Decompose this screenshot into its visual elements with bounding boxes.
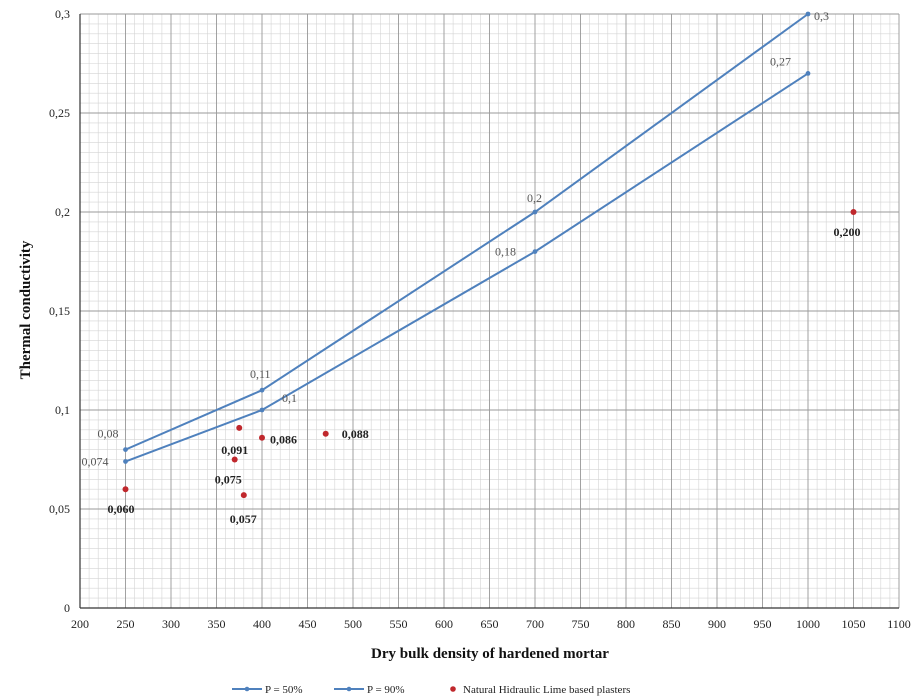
scatter-point: [122, 486, 129, 493]
y-tick-label: 0,25: [49, 106, 70, 120]
x-tick-label: 300: [162, 617, 180, 631]
series-0-point: [123, 447, 128, 452]
x-tick-label: 1100: [887, 617, 911, 631]
legend-label-p50: P = 50%: [265, 684, 303, 696]
data-labels: 0,08 0,11 0,2 0,3 0,074 0,1 0,18 0,27 0,060 0,075…: [82, 9, 861, 526]
point-data-label: 0,088: [342, 427, 369, 441]
y-tick-label: 0,05: [49, 502, 70, 516]
x-tick-label: 850: [663, 617, 681, 631]
point-data-label: 0,086: [270, 433, 297, 447]
x-tick-label: 450: [299, 617, 317, 631]
legend-marker-nhl: [450, 686, 456, 692]
legend-marker-p50: [244, 686, 250, 692]
x-tick-label: 250: [117, 617, 135, 631]
legend-item-p90: P = 90%: [334, 684, 405, 696]
legend: P = 50% P = 90% Natural Hidraulic Lime b…: [232, 684, 630, 696]
x-tick-labels: 200 250 300 350 400 450 500 550 600 650 700 750 800 8…: [71, 617, 911, 631]
x-tick-label: 600: [435, 617, 453, 631]
point-data-label: 0,060: [108, 502, 135, 516]
y-tick-label: 0,15: [49, 304, 70, 318]
line-data-label: 0,074: [82, 454, 109, 468]
x-tick-label: 800: [617, 617, 635, 631]
legend-marker-p90: [346, 686, 352, 692]
x-tick-label: 700: [526, 617, 544, 631]
x-tick-label: 400: [253, 617, 271, 631]
scatter-point: [231, 456, 238, 463]
x-axis-title: Dry bulk density of hardened mortar: [371, 646, 609, 662]
line-data-label: 0,3: [814, 9, 829, 23]
legend-label-p90: P = 90%: [367, 684, 405, 696]
series-1-point: [259, 407, 265, 413]
legend-item-nhl: Natural Hidraulic Lime based plasters: [450, 684, 630, 696]
line-data-label: 0,1: [282, 391, 297, 405]
point-data-label: 0,057: [230, 512, 257, 526]
x-tick-label: 1050: [842, 617, 866, 631]
series-1-point: [123, 459, 128, 464]
y-tick-label: 0,3: [55, 7, 70, 21]
legend-label-nhl: Natural Hidraulic Lime based plasters: [463, 684, 630, 696]
series-0-point: [805, 11, 811, 17]
line-data-label: 0,27: [770, 54, 791, 68]
x-tick-label: 650: [481, 617, 499, 631]
line-data-label: 0,2: [527, 191, 542, 205]
x-tick-label: 950: [754, 617, 772, 631]
series-1-point: [532, 249, 538, 255]
series-0-point: [259, 387, 265, 393]
scatter-point: [850, 209, 857, 215]
legend-item-p50: P = 50%: [232, 684, 303, 696]
line-data-label: 0,18: [495, 245, 516, 259]
point-data-label: 0,200: [834, 225, 861, 239]
x-tick-label: 900: [708, 617, 726, 631]
series-line-1: [125, 72, 809, 463]
y-axis-title: Thermal conductivity: [18, 240, 34, 379]
y-tick-label: 0: [64, 601, 70, 615]
point-data-label: 0,091: [221, 443, 248, 457]
x-tick-label: 750: [572, 617, 590, 631]
line-data-label: 0,08: [98, 427, 119, 441]
axes: [79, 14, 899, 609]
point-data-label: 0,075: [215, 473, 242, 487]
y-tick-label: 0,1: [55, 403, 70, 417]
x-tick-label: 1000: [796, 617, 820, 631]
scatter-point: [322, 430, 329, 437]
scatter-point: [236, 424, 243, 431]
x-tick-label: 350: [208, 617, 226, 631]
y-tick-label: 0,2: [55, 205, 70, 219]
x-tick-label: 550: [390, 617, 408, 631]
series-layer: [122, 11, 857, 499]
x-tick-label: 200: [71, 617, 89, 631]
scatter-point: [240, 492, 247, 499]
line-data-label: 0,11: [250, 367, 271, 381]
y-tick-labels: 0 0,05 0,1 0,15 0,2 0,25 0,3: [49, 7, 70, 615]
series-1-point: [805, 71, 811, 76]
x-tick-label: 500: [344, 617, 362, 631]
scatter-point: [259, 434, 265, 441]
series-0-point: [532, 209, 538, 215]
series-line-0: [125, 13, 809, 451]
